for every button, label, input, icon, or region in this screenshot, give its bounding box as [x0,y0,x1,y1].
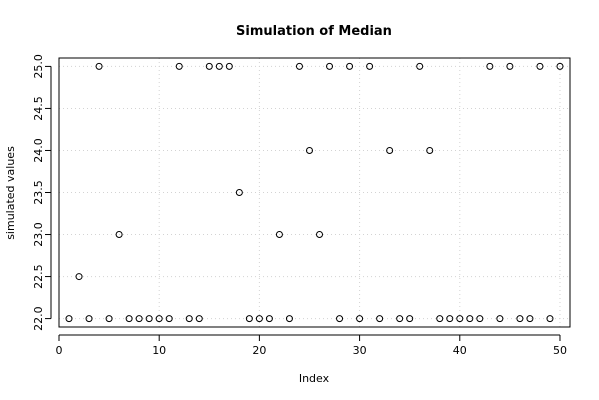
data-point [255,315,263,323]
data-point [295,62,303,70]
data-point [235,189,243,196]
data-point [215,62,223,70]
data-point [316,231,324,239]
data-point [326,62,334,70]
data-point [406,315,414,323]
data-point [416,62,424,70]
x-tick-label: 20 [252,344,266,357]
data-point [205,62,213,70]
data-point [486,62,494,70]
data-point [496,315,504,323]
data-point [275,231,283,239]
data-point [145,315,153,323]
y-axis-label: simulated values [4,146,17,240]
y-tick-label: 24.5 [32,96,45,121]
data-point [305,146,313,154]
data-point [155,315,163,323]
data-point [536,62,544,70]
x-tick-label: 30 [353,344,367,357]
data-point [426,146,434,154]
data-point [446,315,454,323]
data-point [245,315,253,323]
data-point [105,315,113,323]
data-point [175,62,183,70]
y-tick-label: 25.0 [32,54,45,79]
data-point [135,315,143,323]
data-point [516,315,524,323]
data-point [396,315,404,323]
data-point [346,62,354,70]
data-point [476,315,484,323]
data-points [65,62,564,323]
data-point [125,315,133,323]
data-point [195,315,203,323]
data-point [456,315,464,323]
data-point [265,315,273,323]
data-point [356,315,364,323]
data-point [376,315,384,323]
data-point [336,315,344,323]
data-point [115,231,123,239]
x-tick-label: 40 [453,344,467,357]
chart-title: Simulation of Median [236,24,392,39]
data-point [225,62,233,70]
data-point [546,315,554,323]
x-tick-label: 10 [152,344,166,357]
data-point [75,273,83,281]
y-tick-label: 24.0 [32,138,45,163]
y-tick-label: 23.0 [32,222,45,247]
data-point [285,315,293,323]
data-point [95,62,103,70]
x-tick-label: 0 [56,344,63,357]
y-tick-label: 22.0 [32,306,45,331]
data-point [85,315,93,323]
data-point [185,315,193,323]
data-point [436,315,444,323]
y-tick-label: 23.5 [32,180,45,205]
data-point [366,62,374,70]
grid-lines [58,58,570,327]
x-axis-label: Index [299,372,330,385]
data-point [526,315,534,323]
x-tick-label: 50 [553,344,567,357]
data-point [165,315,173,323]
plot-border [58,57,571,328]
data-point [556,62,564,70]
data-point [65,315,73,323]
data-point [506,62,514,70]
y-tick-label: 22.5 [32,264,45,289]
data-point [466,315,474,323]
data-point [386,146,394,154]
axes: 0 10 20 30 40 50 22.0 22.5 23.0 23.5 24.0 24.5 25.0 [32,54,567,357]
